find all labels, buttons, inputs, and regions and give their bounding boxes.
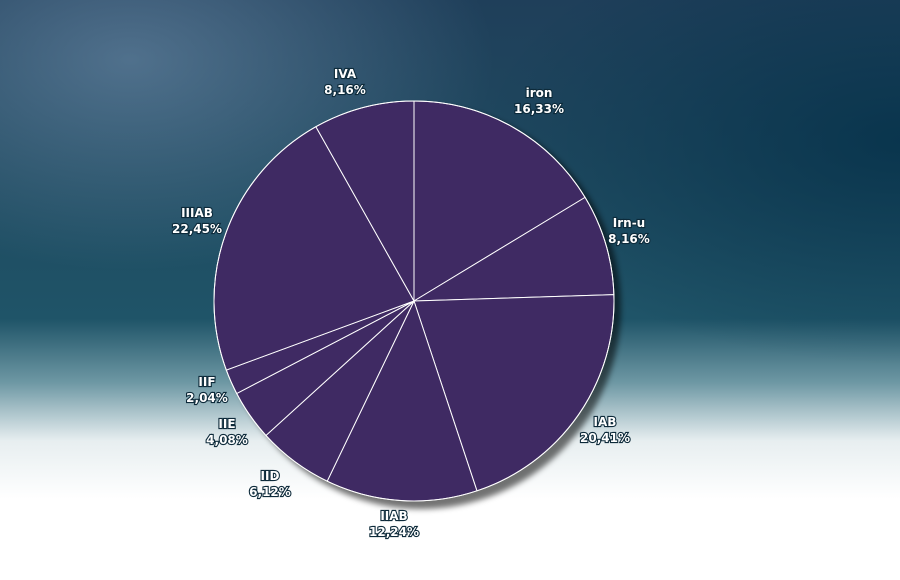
slice-label-name: IID xyxy=(261,469,280,483)
slice-label-percent: 22,45% xyxy=(172,222,222,236)
slice-label-percent: 12,24% xyxy=(369,525,419,539)
slice-label-percent: 4,08% xyxy=(206,433,248,447)
slice-label-name: iron xyxy=(526,86,553,100)
slice-label-name: IVA xyxy=(334,67,357,81)
slice-label-percent: 16,33% xyxy=(514,102,564,116)
slice-label-percent: 8,16% xyxy=(608,232,650,246)
slice-label-name: IIF xyxy=(198,375,215,389)
slice-label-percent: 20,41% xyxy=(580,431,630,445)
slice-label-percent: 8,16% xyxy=(324,83,366,97)
slice-label-name: IAB xyxy=(594,415,617,429)
pie-slices xyxy=(213,100,615,502)
slice-label-name: IIE xyxy=(218,417,235,431)
slice-label-name: IIAB xyxy=(380,509,407,523)
pie-labels: iron 16,33% Irn-u 8,16% IAB 20,41% IIAB 12,24% I… xyxy=(171,66,651,540)
slice-label-name: Irn-u xyxy=(613,216,645,230)
slice-label-name: IIIAB xyxy=(181,206,213,220)
pie-rim xyxy=(213,100,615,502)
slice-label-percent: 6,12% xyxy=(249,485,291,499)
slice-label-percent: 2,04% xyxy=(186,391,228,405)
